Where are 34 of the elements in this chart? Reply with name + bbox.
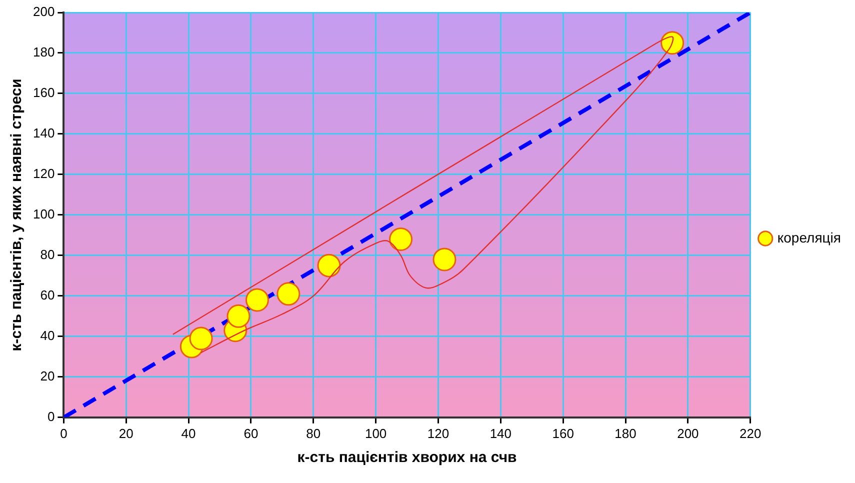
point: [226, 304, 250, 328]
x-tick-label: 80: [306, 426, 321, 441]
x-tick-label: 180: [614, 426, 636, 441]
point: [660, 31, 684, 55]
point: [245, 288, 269, 312]
y-tick-label: 140: [32, 126, 55, 141]
point: [389, 227, 413, 251]
y-tick-label: 200: [32, 4, 55, 20]
point: [189, 326, 213, 350]
y-tick-label: 0: [47, 408, 55, 424]
x-tick-label: 140: [490, 426, 512, 441]
x-tick-label: 60: [244, 426, 258, 441]
point: [432, 248, 456, 272]
x-tick-label: 200: [677, 426, 699, 441]
x-tick-label: 0: [60, 426, 68, 441]
y-tick-label: 80: [40, 247, 55, 262]
y-tick-label: 180: [32, 44, 55, 60]
y-tick-label: 120: [32, 166, 55, 182]
x-tick-label: 120: [427, 426, 450, 441]
y-tick-label: 40: [40, 328, 55, 343]
y-tick-label: 60: [40, 288, 55, 303]
point: [276, 282, 300, 306]
x-tick-label: 160: [552, 426, 574, 441]
point: [317, 254, 341, 278]
x-tick-label: 20: [118, 426, 134, 441]
x-tick-label: 220: [740, 426, 762, 441]
y-tick-label: 160: [32, 85, 55, 100]
y-axis-title: к-сть пацієнтів, у яких наявні стреси: [8, 78, 26, 352]
y-tick-label: 100: [32, 206, 55, 222]
x-axis-title: к-сть пацієнтів хворих на счв: [297, 449, 517, 466]
x-tick-label: 100: [364, 426, 387, 441]
legend-label: кореляція: [777, 229, 842, 246]
y-tick-label: 20: [40, 368, 55, 384]
x-tick-label: 40: [181, 426, 196, 441]
